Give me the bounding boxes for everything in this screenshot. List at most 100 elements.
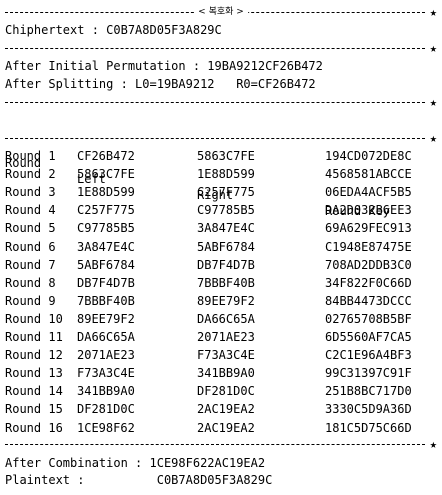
right-value: 1E88D599 — [197, 167, 255, 182]
table-row: Round 12 2071AE23 F73A3C4E C2C1E96A4BF3 — [5, 347, 437, 363]
star-icon: ★ — [429, 5, 437, 19]
table-row: Round 16 1CE98F62 2AC19EA2 181C5D75C66D — [5, 420, 437, 436]
right-value: F73A3C4E — [197, 348, 255, 363]
right-value: 2071AE23 — [197, 330, 255, 344]
round-label: Round 1 — [5, 149, 56, 163]
right-value: C97785B5 — [197, 203, 255, 218]
round-label: Round 12 — [5, 348, 63, 363]
round-key-value: 194CD072DE8C — [325, 149, 412, 163]
round-key-value: 69A629FEC913 — [325, 221, 412, 236]
star-icon: ★ — [429, 131, 437, 145]
left-value: 5863C7FE — [77, 167, 135, 182]
separator: ★ — [5, 94, 437, 110]
table-row: Round 6 3A847E4C 5ABF6784 C1948E87475E — [5, 239, 437, 255]
round-key-value: DA2D032B6EE3 — [325, 203, 412, 218]
plaintext-line: Plaintext : C0B7A8D05F3A829C — [5, 473, 273, 487]
round-label: Round 13 — [5, 366, 63, 381]
right-value: 341BB9A0 — [197, 366, 255, 381]
table-header: Round Left Right Round Key — [5, 139, 437, 218]
left-value: DA66C65A — [77, 330, 135, 344]
left-value: 89EE79F2 — [77, 311, 135, 326]
round-label: Round 6 — [5, 239, 56, 254]
left-value: F73A3C4E — [77, 366, 135, 381]
separator: ★ — [5, 40, 437, 56]
round-key-value: 02765708B5BF — [325, 311, 412, 326]
round-label: Round 2 — [5, 167, 56, 182]
right-value: C257F775 — [197, 185, 255, 200]
right-value: 5863C7FE — [197, 149, 255, 163]
header-separator: < 복호화 > ★ — [5, 4, 437, 20]
right-value: DA66C65A — [197, 311, 255, 326]
table-row: Round 11 DA66C65A 2071AE23 6D5560AF7CA5 — [5, 329, 437, 345]
right-value: 3A847E4C — [197, 221, 255, 236]
left-value: 1E88D599 — [77, 185, 135, 200]
round-label: Round 4 — [5, 203, 56, 218]
section-title: < 복호화 > — [194, 4, 248, 20]
table-row: Round 14 341BB9A0 DF281D0C 251B8BC717D0 — [5, 383, 437, 399]
combination-line: After Combination : 1CE98F622AC19EA2 — [5, 456, 266, 470]
left-value: DF281D0C — [77, 402, 135, 417]
round-label: Round 9 — [5, 293, 56, 308]
dashed-rule — [5, 138, 425, 139]
round-label: Round 8 — [5, 275, 56, 290]
initial-permutation-line: After Initial Permutation : 19BA9212CF26… — [5, 59, 323, 73]
round-key-value: 251B8BC717D0 — [325, 384, 412, 399]
column-header-left: Left — [77, 172, 106, 186]
round-label: Round 11 — [5, 330, 63, 344]
round-label: Round 3 — [5, 185, 56, 200]
table-row: Round 4 C257F775 C97785B5 DA2D032B6EE3 — [5, 202, 437, 218]
round-label: Round 7 — [5, 257, 56, 272]
table-row: Round 1 CF26B472 5863C7FE 194CD072DE8C — [5, 148, 437, 164]
table-row: Round 10 89EE79F2 DA66C65A 02765708B5BF — [5, 311, 437, 327]
column-header-round-key: Round Key — [325, 204, 391, 218]
star-icon: ★ — [429, 41, 437, 55]
right-value: 5ABF6784 — [197, 239, 255, 254]
right-value: 2AC19EA2 — [197, 402, 255, 417]
round-label: Round 15 — [5, 402, 63, 417]
table-row: Round 13 F73A3C4E 341BB9A0 99C31397C91F — [5, 365, 437, 381]
right-value: DF281D0C — [197, 384, 255, 399]
round-key-value: 34F822F0C66D — [325, 275, 412, 290]
left-value: 2071AE23 — [77, 348, 135, 363]
splitting-line: After Splitting : L0=19BA9212 R0=CF26B47… — [5, 77, 316, 91]
table-row: Round 5 C97785B5 3A847E4C 69A629FEC913 — [5, 220, 437, 236]
table-row: Round 7 5ABF6784 DB7F4D7B 708AD2DDB3C0 — [5, 257, 437, 273]
right-value: 2AC19EA2 — [197, 420, 255, 435]
round-key-value: 84BB4473DCCC — [325, 293, 412, 308]
separator: ★ — [5, 130, 437, 146]
round-key-value: 181C5D75C66D — [325, 420, 412, 435]
round-label: Round 16 — [5, 420, 63, 435]
star-icon: ★ — [429, 95, 437, 109]
right-value: DB7F4D7B — [197, 257, 255, 272]
left-value: C257F775 — [77, 203, 135, 218]
ciphertext-line: Chiphertext : C0B7A8D05F3A829C — [5, 23, 222, 37]
round-key-value: 3330C5D9A36D — [325, 402, 412, 417]
table-row: Round 8 DB7F4D7B 7BBBF40B 34F822F0C66D — [5, 275, 437, 291]
left-value: 3A847E4C — [77, 239, 135, 254]
column-header-round: Round — [5, 156, 42, 170]
left-value: C97785B5 — [77, 221, 135, 236]
left-value: 7BBBF40B — [77, 293, 135, 308]
round-label: Round 10 — [5, 311, 63, 326]
round-key-value: 99C31397C91F — [325, 366, 412, 381]
left-value: 5ABF6784 — [77, 257, 135, 272]
dashed-rule — [5, 48, 425, 49]
left-value: DB7F4D7B — [77, 275, 135, 290]
table-row: Round 2 5863C7FE 1E88D599 4568581ABCCE — [5, 166, 437, 182]
dashed-rule — [5, 102, 425, 103]
table-row: Round 15 DF281D0C 2AC19EA2 3330C5D9A36D — [5, 401, 437, 417]
right-value: 7BBBF40B — [197, 275, 255, 290]
round-label: Round 14 — [5, 384, 63, 399]
star-icon: ★ — [429, 437, 437, 451]
table-row: Round 3 1E88D599 C257F775 06EDA4ACF5B5 — [5, 184, 437, 200]
round-key-value: 6D5560AF7CA5 — [325, 330, 412, 344]
round-key-value: C1948E87475E — [325, 239, 412, 254]
dashed-rule — [5, 444, 425, 445]
round-key-value: 4568581ABCCE — [325, 167, 412, 182]
left-value: 341BB9A0 — [77, 384, 135, 399]
left-value: CF26B472 — [77, 149, 135, 163]
right-value: 89EE79F2 — [197, 293, 255, 308]
round-key-value: C2C1E96A4BF3 — [325, 348, 412, 363]
separator: ★ — [5, 436, 437, 452]
round-label: Round 5 — [5, 221, 56, 236]
